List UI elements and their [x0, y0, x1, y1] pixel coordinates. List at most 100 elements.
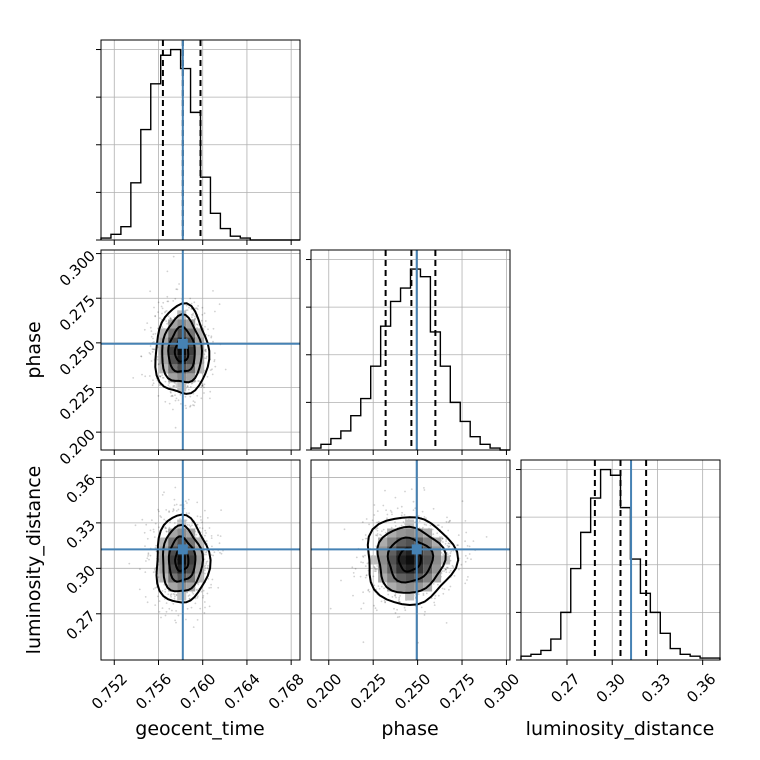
sample-point — [420, 606, 423, 609]
hist-panel-luminosity_distance — [516, 459, 721, 661]
contour-0 — [366, 516, 460, 607]
sample-point — [218, 542, 221, 545]
sample-point — [423, 516, 426, 518]
density-cell — [423, 528, 433, 538]
sample-point — [359, 575, 362, 578]
contour-2 — [386, 536, 435, 584]
sample-point — [194, 315, 196, 318]
density-cell — [195, 328, 205, 338]
sample-point — [150, 360, 153, 362]
sample-point — [146, 557, 149, 560]
density-cell — [177, 537, 187, 547]
sample-point — [149, 554, 152, 557]
sample-point — [153, 531, 155, 533]
sample-point — [450, 550, 453, 553]
sample-point — [188, 524, 191, 527]
sample-point — [155, 544, 158, 547]
sample-point — [140, 355, 143, 358]
sample-point — [362, 591, 364, 594]
sample-point — [167, 593, 170, 596]
sample-point — [158, 526, 160, 529]
sample-point — [394, 496, 397, 499]
sample-point — [165, 530, 168, 533]
sample-point — [446, 566, 448, 569]
sample-point — [445, 538, 448, 541]
sample-point — [376, 533, 379, 535]
sample-point — [154, 315, 157, 318]
density-cell — [405, 564, 415, 574]
sample-point — [184, 500, 187, 503]
sample-point — [146, 537, 149, 540]
sample-point — [173, 498, 176, 501]
panel-content — [311, 460, 510, 660]
sample-point — [209, 397, 211, 400]
sample-point — [373, 504, 376, 506]
sample-point — [201, 313, 204, 316]
sample-point — [211, 578, 214, 581]
sample-point — [367, 588, 370, 591]
sample-point — [171, 609, 173, 612]
panel-frame — [100, 459, 301, 661]
sample-point — [412, 509, 415, 511]
density-cell — [387, 555, 397, 565]
sample-point — [164, 527, 167, 530]
sample-point — [410, 488, 413, 491]
density-cell — [387, 573, 397, 583]
density-cell — [186, 546, 196, 556]
sample-point — [433, 601, 436, 604]
sample-point — [441, 587, 444, 590]
sample-point — [153, 568, 156, 571]
sample-point — [466, 557, 469, 560]
sample-point — [384, 601, 386, 604]
sample-point — [329, 607, 332, 610]
sample-point — [210, 336, 213, 339]
density-cell — [405, 519, 415, 529]
density-cell — [405, 591, 415, 601]
sample-point — [152, 333, 155, 336]
density-cell — [396, 555, 406, 565]
sample-point — [165, 509, 168, 511]
sample-point — [444, 568, 447, 571]
sample-point — [168, 510, 171, 513]
sample-point — [414, 521, 417, 523]
sample-point — [436, 532, 439, 535]
sample-point — [172, 593, 175, 595]
sample-point — [445, 571, 448, 573]
sample-point — [204, 348, 207, 351]
density-cell — [396, 564, 406, 574]
sample-point — [365, 574, 368, 576]
sample-point — [203, 312, 206, 315]
sample-point — [377, 520, 380, 523]
density-cell — [432, 573, 442, 583]
sample-point — [189, 395, 192, 398]
sample-point — [376, 529, 379, 532]
sample-point — [173, 385, 176, 387]
sample-point — [372, 575, 375, 578]
sample-point — [437, 583, 439, 586]
density-cell — [405, 582, 415, 592]
hist-panel-geocent_time — [96, 39, 301, 241]
density-cell — [186, 537, 196, 547]
sample-point — [204, 564, 207, 567]
panel-content — [101, 250, 300, 450]
sample-point — [144, 596, 147, 598]
sample-point — [161, 494, 164, 496]
sample-point — [165, 610, 168, 613]
sample-point — [150, 330, 153, 332]
hist-step-geocent_time — [100, 48, 300, 241]
sample-point — [201, 384, 204, 387]
sample-point — [365, 574, 368, 577]
sample-point — [210, 537, 213, 539]
density-cell — [177, 528, 187, 538]
xtick-label-geocent_time: 0.760 — [176, 670, 219, 713]
sample-point — [183, 507, 186, 510]
sample-point — [444, 542, 447, 545]
sample-point — [150, 335, 153, 338]
ytick-label-luminosity_distance: 0.27 — [63, 607, 99, 643]
sample-point — [423, 614, 426, 616]
sample-point — [205, 350, 207, 353]
sample-point — [442, 592, 445, 595]
sample-point — [165, 602, 168, 604]
sample-point — [159, 375, 162, 378]
sample-point — [144, 571, 147, 573]
